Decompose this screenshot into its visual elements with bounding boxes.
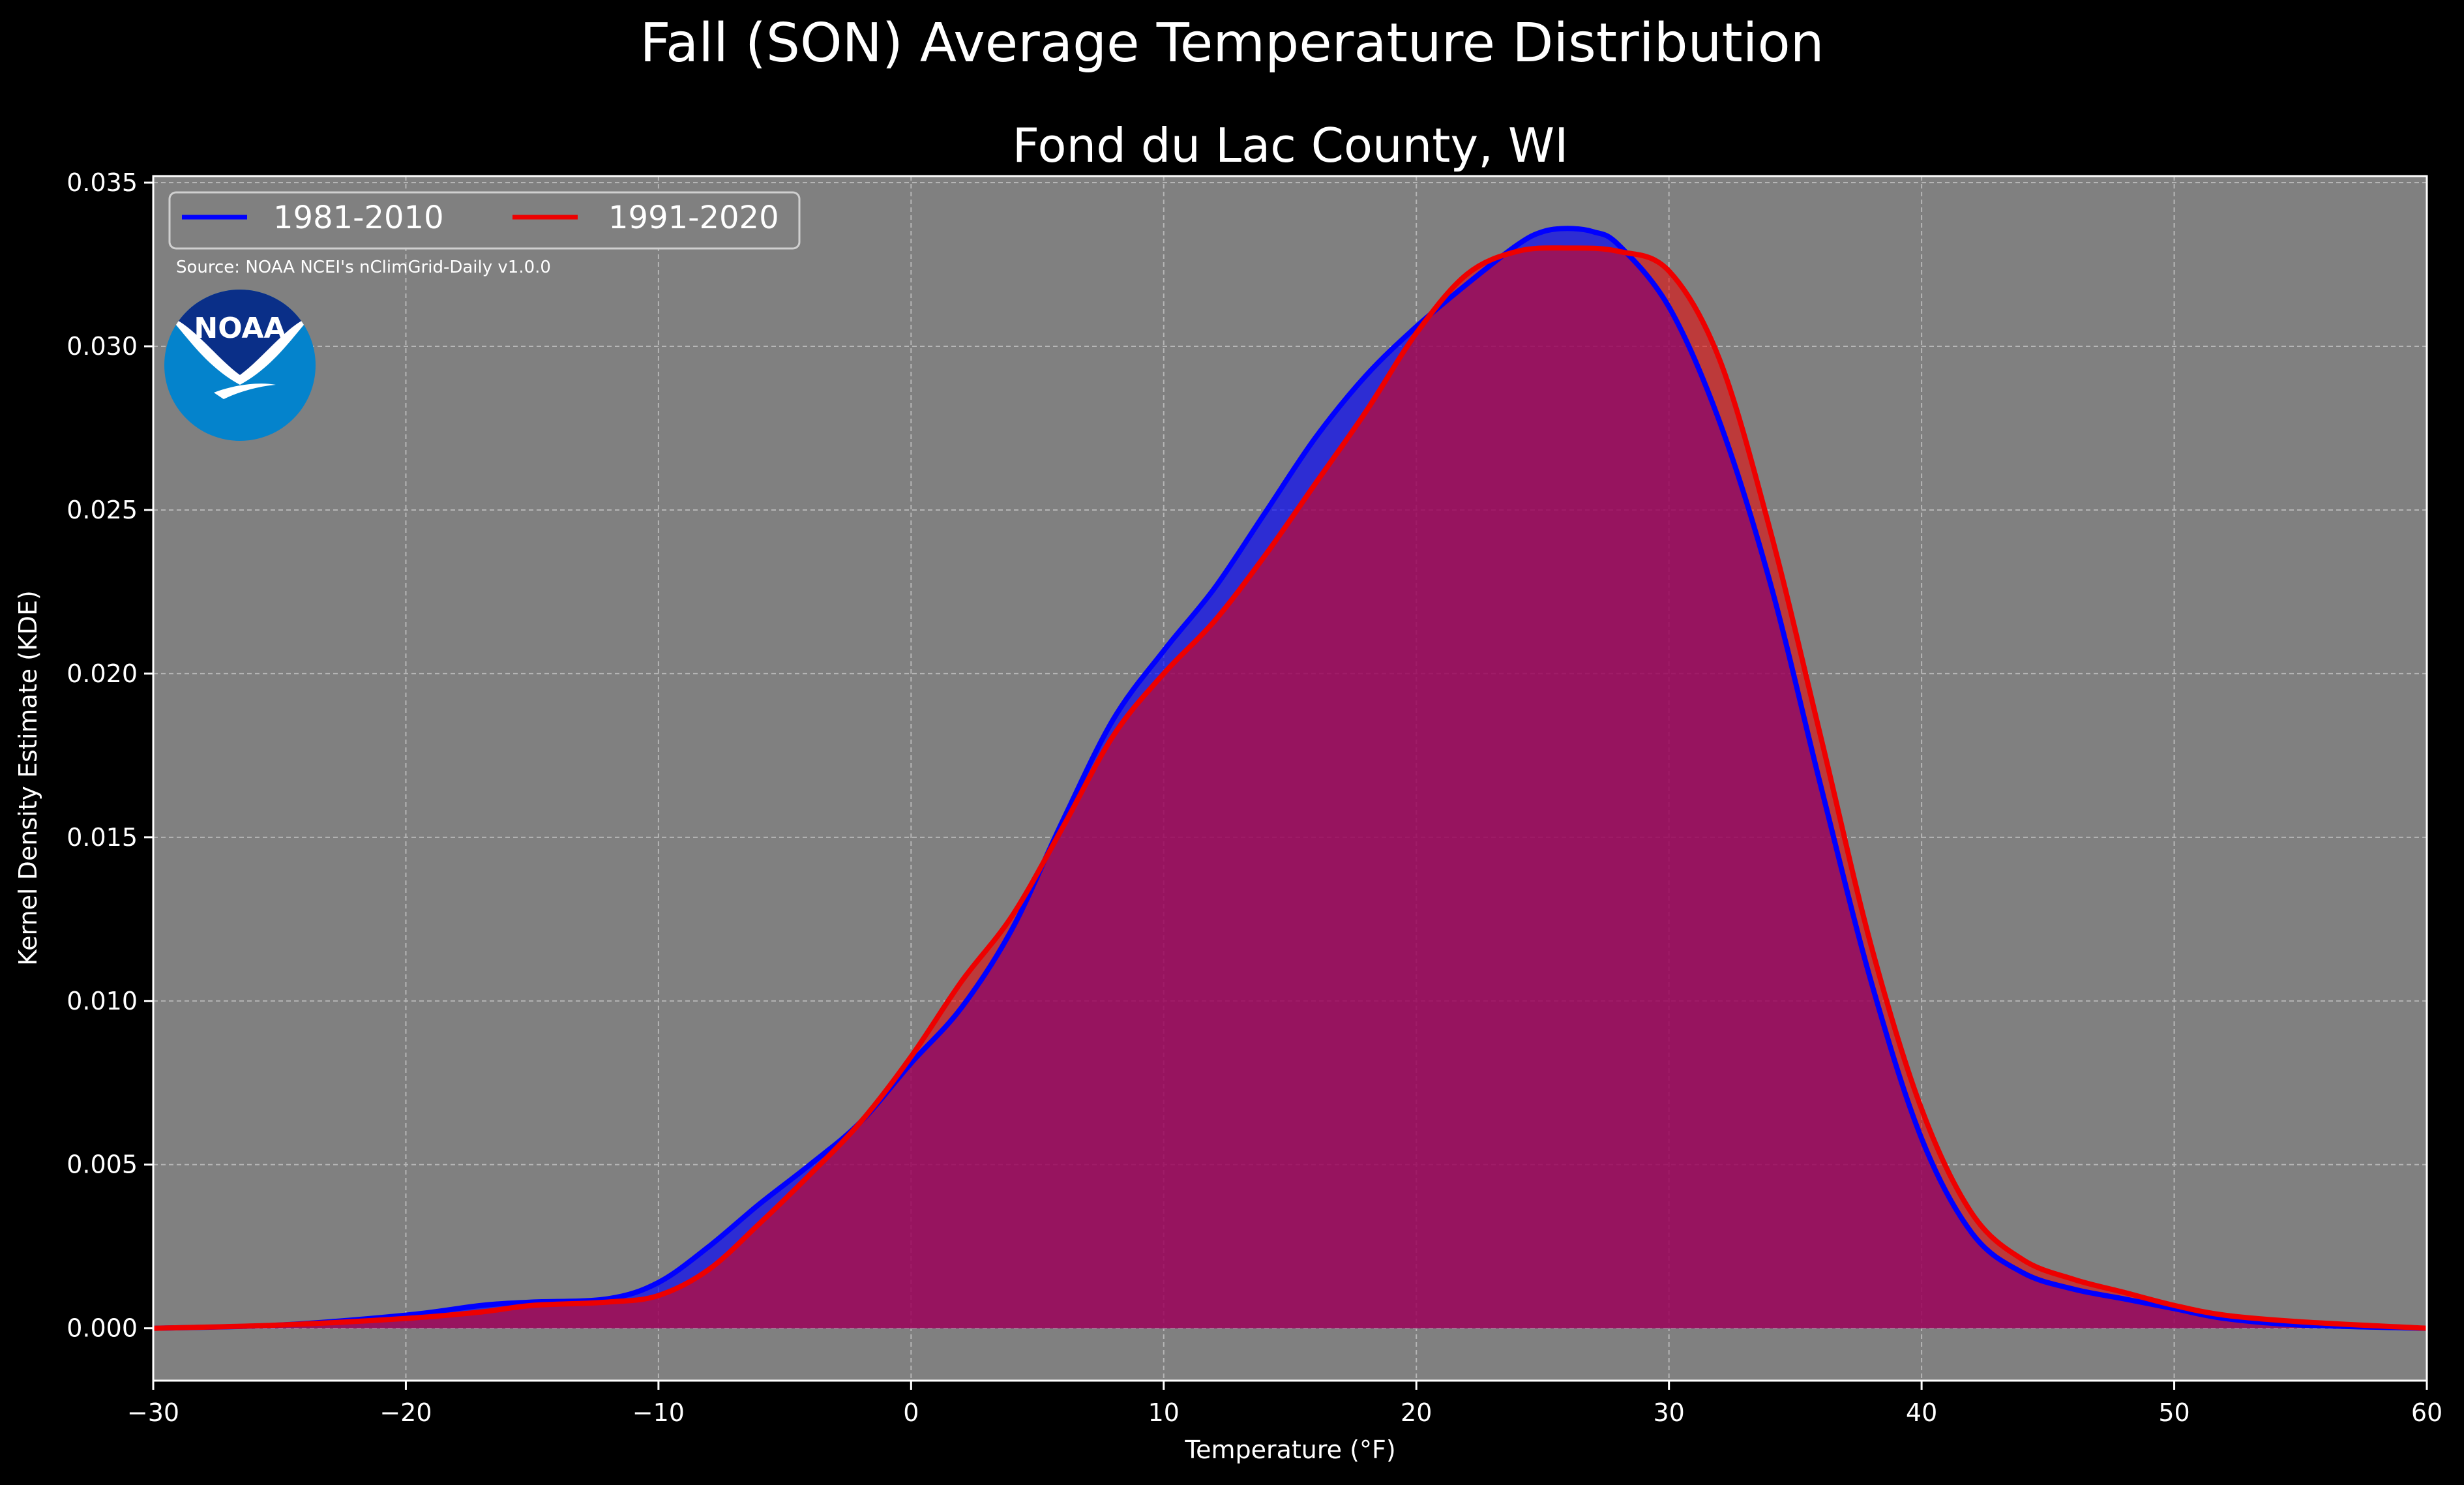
x-tick-label: −10 <box>632 1398 685 1427</box>
logo-gull-wing <box>214 383 276 399</box>
y-tick-label: 0.015 <box>67 823 138 852</box>
series-line-1991-2020 <box>153 245 2427 1331</box>
y-tick-label: 0.035 <box>67 168 138 197</box>
y-tick-label: 0.020 <box>67 659 138 688</box>
source-note: Source: NOAA NCEI's nClimGrid-Daily v1.0… <box>176 258 551 277</box>
noaa-logo: NOAA <box>164 290 316 441</box>
y-tick-label: 0.030 <box>67 332 138 361</box>
x-tick-label: 20 <box>1401 1398 1432 1427</box>
chart-title: Fond du Lac County, WI <box>1013 118 1569 173</box>
logo-text: NOAA <box>194 312 286 345</box>
x-tick-label: −20 <box>379 1398 432 1427</box>
x-tick-label: −30 <box>127 1398 179 1427</box>
x-tick-label: 40 <box>1906 1398 1937 1427</box>
y-axis-label: Kernel Density Estimate (KDE) <box>14 590 42 966</box>
legend-box <box>168 191 801 250</box>
x-tick-label: 10 <box>1148 1398 1180 1427</box>
x-tick-label: 50 <box>2158 1398 2189 1427</box>
plot-frame <box>152 175 2428 1382</box>
x-axis-label: Temperature (°F) <box>1184 1435 1395 1464</box>
x-tick-label: 0 <box>903 1398 919 1427</box>
y-tick-label: 0.010 <box>67 987 138 1015</box>
y-tick-label: 0.000 <box>67 1314 138 1343</box>
x-tick-label: 30 <box>1653 1398 1684 1427</box>
y-tick-label: 0.005 <box>67 1150 138 1179</box>
figure-suptitle: Fall (SON) Average Temperature Distribut… <box>640 12 1824 74</box>
x-tick-label: 60 <box>2411 1398 2442 1427</box>
series-line-1981-2010 <box>153 226 2427 1331</box>
legend-label-1991-2020: 1991-2020 <box>608 200 779 236</box>
logo-top-field <box>164 290 316 378</box>
legend: 1981-2010 1991-2020 <box>168 191 801 250</box>
legend-label-1981-2010: 1981-2010 <box>273 200 444 236</box>
axis-ticks: −30 −20 −10 0 10 20 30 40 50 60 0.000 0.005 0.010 0.0… <box>67 168 2442 1427</box>
series-fill-1991-2020 <box>153 248 2427 1328</box>
series-layer <box>153 226 2427 1331</box>
y-tick-label: 0.025 <box>67 496 138 524</box>
